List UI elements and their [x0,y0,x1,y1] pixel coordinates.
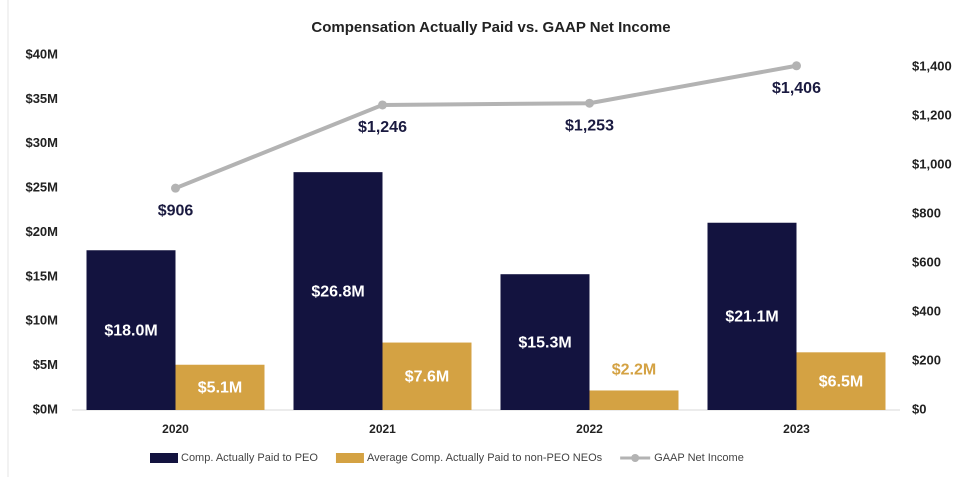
y-tick-label: $10M [25,313,58,328]
y2-tick-label: $1,000 [912,157,952,172]
x-tick-label: 2021 [369,422,396,436]
chart-title: Compensation Actually Paid vs. GAAP Net … [311,19,670,36]
y-tick-label: $30M [25,135,58,150]
bar-value-label: $26.8M [311,283,364,300]
legend-label: Comp. Actually Paid to PEO [181,452,318,464]
bar-value-label: $6.5M [819,373,863,390]
bar-value-label: $15.3M [518,334,571,351]
y-tick-label: $40M [25,46,58,61]
x-tick-label: 2023 [783,422,810,436]
legend-label: Average Comp. Actually Paid to non-PEO N… [367,452,603,464]
line-value-label: $1,253 [565,117,614,134]
y2-tick-label: $400 [912,304,941,319]
bar [589,390,679,410]
bar-value-label: $7.6M [405,368,449,385]
bar-value-label: $18.0M [104,322,157,339]
bar-value-label: $2.2M [612,362,656,379]
y2-tick-label: $1,400 [912,59,952,74]
line-point [171,183,180,193]
bar [796,352,886,410]
y-tick-label: $35M [25,91,58,106]
bar [707,222,797,410]
y-tick-label: $20M [25,224,58,239]
y-tick-label: $15M [25,268,58,283]
bar [382,342,472,410]
y-tick-label: $0M [33,401,58,416]
x-tick-label: 2022 [576,422,603,436]
legend-swatch [150,453,178,463]
y2-tick-label: $600 [912,255,941,270]
line-value-label: $906 [158,202,194,219]
bar [86,250,176,410]
y2-tick-label: $200 [912,352,941,367]
y2-tick-label: $800 [912,206,941,221]
y-tick-label: $25M [25,180,58,195]
y2-tick-label: $1,200 [912,108,952,123]
line-point [792,61,801,71]
legend-swatch [631,454,640,462]
line-value-label: $1,406 [772,80,821,97]
y-tick-label: $5M [33,357,58,372]
y2-tick-label: $0 [912,401,926,416]
bar [175,364,265,410]
bar [293,172,383,410]
bar [500,274,590,410]
line-point [585,98,594,108]
line-value-label: $1,246 [358,119,407,136]
bar-value-label: $5.1M [198,380,242,397]
line [174,63,797,191]
legend-swatch [335,453,364,463]
bar-value-label: $21.1M [725,309,778,326]
line-point [378,100,387,110]
x-tick-label: 2020 [162,422,189,436]
legend-label: GAAP Net Income [654,452,744,464]
